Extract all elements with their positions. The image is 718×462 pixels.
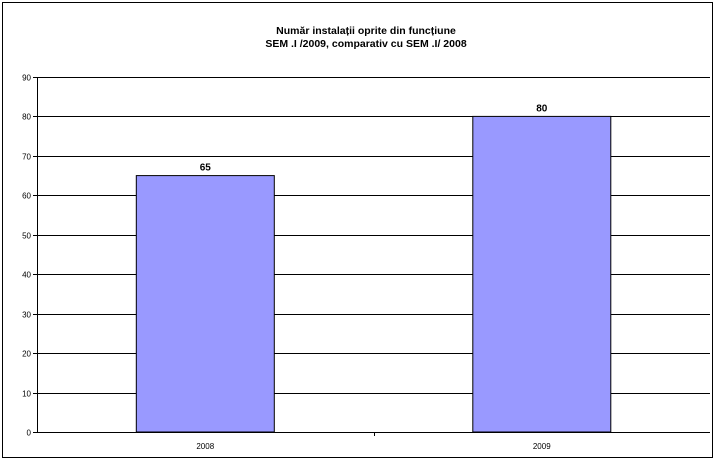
y-axis-tick-label: 40	[22, 271, 31, 280]
bar-2009	[472, 115, 612, 433]
y-axis-tick-label: 60	[22, 192, 31, 201]
bar-2008	[135, 175, 275, 433]
y-axis-tick-label: 30	[22, 311, 31, 320]
y-axis-tick-labels: 0 10 20 30 40 50 60 70 80 90	[22, 74, 31, 438]
y-axis-tick-label: 70	[22, 153, 31, 162]
data-label-2008: 65	[200, 163, 212, 174]
y-axis-tick-label: 0	[27, 429, 32, 438]
axes	[33, 77, 710, 436]
chart-title-line-1: Număr instalații oprite din funcțiune	[276, 25, 456, 37]
chart-title: Număr instalații oprite din funcțiune SE…	[265, 25, 467, 50]
data-labels: 65 80	[200, 103, 548, 173]
x-axis-tick-label-2008: 2008	[196, 442, 214, 451]
bars	[135, 115, 612, 433]
y-axis-tick-label: 10	[22, 390, 31, 399]
y-axis-tick-label: 80	[22, 113, 31, 122]
x-axis-tick-labels: 2008 2009	[196, 442, 551, 451]
data-label-2009: 80	[536, 103, 548, 114]
x-axis-tick-label-2009: 2009	[533, 442, 551, 451]
chart-title-line-2: SEM .I /2009, comparativ cu SEM .I/ 2008	[265, 38, 467, 50]
y-axis-tick-label: 50	[22, 232, 31, 241]
y-axis-tick-label: 20	[22, 350, 31, 359]
y-axis-tick-label: 90	[22, 74, 31, 83]
